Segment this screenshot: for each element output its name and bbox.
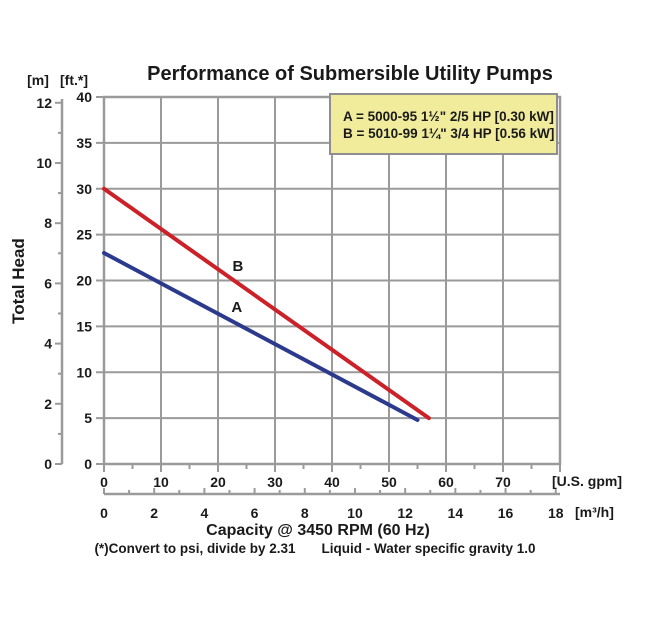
ft-tick-label: 0: [84, 456, 92, 472]
x-axis-title: Capacity @ 3450 RPM (60 Hz): [206, 522, 430, 539]
m3h-tick-label: 18: [548, 505, 564, 521]
m-tick-label: 6: [44, 275, 52, 291]
gpm-tick-label: 40: [324, 474, 340, 490]
x-unit-gpm-label: [U.S. gpm]: [552, 473, 622, 489]
m-tick-label: 4: [44, 336, 52, 352]
gpm-tick-label: 70: [495, 474, 511, 490]
m3h-tick-label: 6: [251, 505, 259, 521]
m-tick-label: 10: [36, 155, 52, 171]
ft-tick-label: 40: [76, 89, 92, 105]
ft-tick-label: 25: [76, 227, 92, 243]
ft-tick-label: 10: [76, 364, 92, 380]
m3h-tick-label: 4: [200, 505, 208, 521]
pump-curve-B: [102, 186, 431, 421]
series-label-B: B: [233, 258, 244, 275]
ft-tick-label: 15: [76, 318, 92, 334]
gpm-tick-label: 0: [100, 474, 108, 490]
pump-curve-A: [102, 250, 420, 422]
ft-tick-label: 30: [76, 181, 92, 197]
footnote-liquid-gravity: Liquid - Water specific gravity 1.0: [321, 541, 536, 556]
m-tick-label: 2: [44, 396, 52, 412]
m3h-tick-label: 14: [448, 505, 464, 521]
x-unit-m3h-label: [m³/h]: [575, 504, 614, 520]
footnote: (*)Convert to psi, divide by 2.31 Liquid …: [0, 541, 630, 556]
ft-tick-label: 35: [76, 135, 92, 151]
legend-box: A = 5000-95 1½" 2/5 HP [0.30 kW] B = 501…: [329, 93, 558, 155]
legend-line-pump-b: B = 5010-99 1¼" 3/4 HP [0.56 kW]: [343, 126, 555, 141]
footnote-psi-conversion: (*)Convert to psi, divide by 2.31: [94, 541, 296, 556]
m3h-tick-label: 0: [100, 505, 108, 521]
m-tick-label: 8: [44, 215, 52, 231]
gpm-tick-label: 20: [210, 474, 226, 490]
m3h-tick-label: 8: [301, 505, 309, 521]
y-unit-meters-label: [m]: [27, 72, 49, 88]
gpm-tick-label: 60: [438, 474, 454, 490]
series-label-A: A: [231, 299, 242, 316]
ft-tick-label: 20: [76, 273, 92, 289]
m3h-tick-label: 10: [347, 505, 363, 521]
ft-tick-label: 5: [84, 410, 92, 426]
legend-line-pump-a: A = 5000-95 1½" 2/5 HP [0.30 kW]: [343, 109, 554, 124]
gpm-tick-label: 10: [153, 474, 169, 490]
m-tick-label: 12: [36, 95, 52, 111]
gpm-tick-label: 50: [381, 474, 397, 490]
gpm-tick-label: 30: [267, 474, 283, 490]
m-tick-label: 0: [44, 456, 52, 472]
y-unit-feet-label: [ft.*]: [60, 72, 88, 88]
chart-title: Performance of Submersible Utility Pumps: [147, 63, 553, 85]
m3h-tick-label: 12: [397, 505, 413, 521]
m3h-tick-label: 16: [498, 505, 514, 521]
m3h-tick-label: 2: [150, 505, 158, 521]
